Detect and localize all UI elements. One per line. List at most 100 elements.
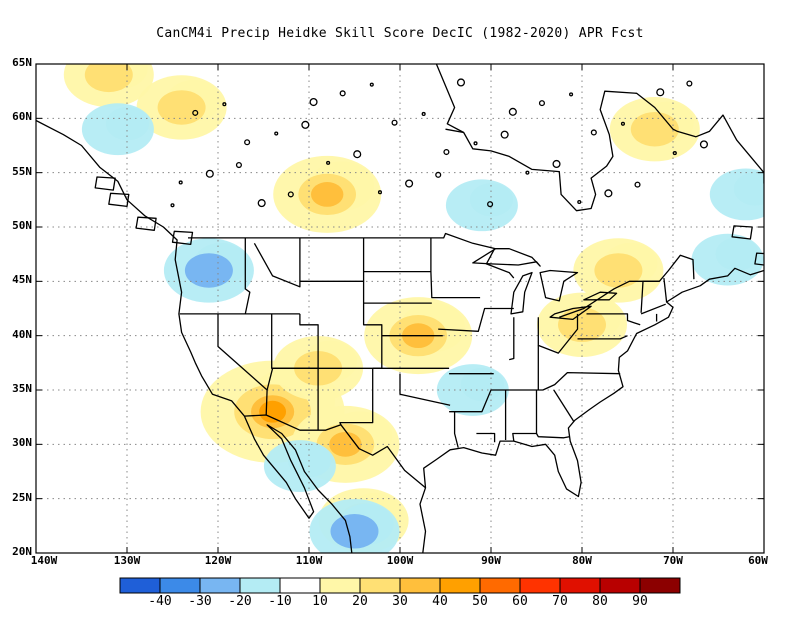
lake-dot-30	[525, 170, 530, 175]
negative-region-5	[436, 364, 509, 416]
lake-dot-14	[552, 159, 561, 169]
positive-region-7	[573, 238, 664, 303]
lon-label: 110W	[295, 554, 323, 567]
lat-label: 45N	[12, 273, 32, 287]
lake-dot-29	[456, 78, 466, 87]
island-2	[135, 216, 157, 231]
hudson-west-coast	[435, 64, 465, 134]
state-border-22	[535, 433, 570, 439]
state-border-15	[438, 307, 514, 332]
state-border-5	[253, 237, 301, 288]
lake-dot-37	[443, 148, 450, 156]
colorbar-label: 70	[552, 594, 568, 609]
lake-dot-39	[577, 199, 582, 205]
lon-label: 130W	[113, 554, 141, 567]
lake-dot-27	[326, 160, 331, 165]
state-border-18	[453, 411, 459, 448]
lat-label: 65N	[12, 56, 32, 69]
positive-region-4	[273, 155, 382, 233]
lat-label: 40N	[12, 327, 32, 341]
skill-shading	[63, 64, 764, 553]
positive-region-5	[136, 75, 227, 140]
state-border-0	[244, 237, 251, 315]
negative-region-6	[709, 168, 764, 221]
colorbar-swatch-2	[199, 577, 241, 594]
us-mexico-border	[244, 414, 426, 489]
lon-label: 100W	[386, 554, 414, 567]
colorbar-swatch-0	[119, 577, 161, 594]
colorbar-swatch-10	[519, 577, 561, 594]
colorbar-label: -40	[148, 594, 172, 609]
lake-dot-11	[353, 150, 362, 159]
lake-dot-13	[487, 201, 494, 208]
lake-dot-1	[235, 162, 242, 169]
negative-region-7	[691, 233, 764, 286]
lat-label: 50N	[12, 219, 32, 232]
colorbar	[119, 577, 681, 594]
lat-label: 55N	[12, 164, 32, 178]
hudson-labrador-coast	[445, 90, 764, 212]
axis-ticks	[35, 63, 765, 554]
negative-region-3	[263, 440, 336, 492]
lat-label: 30N	[12, 436, 32, 450]
state-border-17	[449, 371, 621, 413]
lake-dot-25	[192, 109, 199, 116]
state-border-2	[217, 313, 268, 391]
state-border-28	[586, 313, 641, 326]
lon-label: 140W	[30, 554, 58, 567]
lon-label: 90W	[481, 554, 501, 567]
colorbar-swatch-11	[559, 577, 601, 594]
lake-dot-23	[604, 189, 613, 198]
state-border-23	[553, 389, 575, 422]
colorbar-label: 30	[392, 594, 408, 609]
island-3	[171, 230, 194, 246]
lake-dot-31	[590, 129, 597, 136]
colorbar-label: 20	[352, 594, 368, 609]
lon-label: 70W	[663, 554, 683, 567]
lake-dot-34	[244, 139, 251, 146]
lake-dot-35	[309, 97, 318, 107]
state-border-10	[339, 368, 374, 426]
lake-dot-20	[405, 179, 414, 188]
lake-dot-36	[377, 190, 383, 195]
colorbar-swatch-7	[399, 577, 441, 594]
lake-dot-24	[672, 151, 677, 156]
lake-michigan	[510, 271, 533, 315]
state-border-14	[430, 237, 481, 299]
lat-label: 35N	[12, 382, 32, 395]
island-1	[108, 192, 130, 208]
lon-label: 60W	[748, 554, 768, 567]
state-border-25	[509, 317, 515, 361]
colorbar-label: -20	[228, 594, 252, 609]
colorbar-label: 50	[472, 594, 488, 609]
lake-dot-22	[538, 100, 546, 107]
state-border-3	[271, 313, 319, 369]
lon-label: 80W	[572, 554, 592, 567]
colorbar-swatch-12	[599, 577, 641, 594]
colorbar-label: 80	[592, 594, 608, 609]
state-border-33	[485, 248, 515, 279]
colorbar-swatch-1	[159, 577, 201, 594]
colorbar-label: 60	[512, 594, 528, 609]
colorbar-label: -30	[188, 594, 212, 609]
lake-dot-17	[205, 169, 214, 178]
negative-region-4	[309, 499, 400, 553]
negative-region-0	[163, 238, 254, 303]
colorbar-swatch-9	[479, 577, 521, 594]
lake-dot-28	[391, 119, 398, 126]
island-0	[94, 176, 116, 191]
state-border-21	[512, 390, 538, 442]
state-border-4	[299, 280, 383, 369]
lake-dot-0	[170, 203, 175, 208]
colorbar-swatch-3	[239, 577, 281, 594]
state-border-9	[265, 367, 319, 431]
atlantic-gulf-coastline	[419, 267, 764, 553]
colorbar-label: -10	[268, 594, 292, 609]
lake-huron	[539, 269, 579, 302]
lake-dot-32	[656, 88, 665, 97]
colorbar-swatch-13	[639, 577, 681, 594]
lake-dot-4	[435, 171, 442, 178]
lake-dot-10	[287, 191, 294, 198]
us-canada-border	[188, 232, 496, 250]
